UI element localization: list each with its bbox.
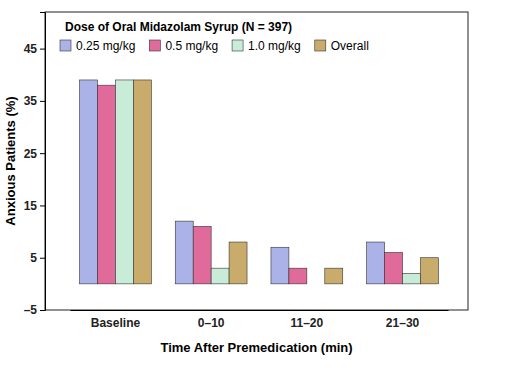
y-axis-title: Anxious Patients (%) [3, 96, 18, 225]
x-axis-title: Time After Premedication (min) [160, 340, 352, 355]
bar [289, 268, 307, 284]
x-tick-label: 11–20 [290, 316, 323, 330]
y-tick-mark [40, 101, 45, 102]
y-axis-line [40, 13, 46, 311]
bar [325, 268, 343, 284]
legend-title: Dose of Oral Midazolam Syrup (N = 397) [65, 20, 292, 34]
x-tick-label: 21–30 [386, 316, 420, 330]
bar [229, 242, 247, 284]
bar [80, 80, 98, 284]
bar [175, 221, 193, 284]
y-tick: 45 [24, 42, 45, 56]
y-tick: 5 [30, 251, 45, 265]
x-tick: 21–30 [386, 310, 420, 330]
y-axis: –5 5 15 25 35 45 [24, 13, 46, 318]
bar [211, 268, 229, 284]
legend-swatch [149, 40, 160, 51]
x-axis-line [71, 310, 449, 311]
y-tick-mark [40, 258, 45, 259]
legend-item: 0.5 mg/kg [149, 39, 218, 53]
legend-label: 1.0 mg/kg [248, 39, 301, 53]
legend-item: 0.25 mg/kg [60, 39, 135, 53]
x-axis: Baseline 0–10 11–20 21–30 [71, 310, 449, 330]
legend-label: 0.25 mg/kg [76, 39, 135, 53]
bar [271, 247, 289, 284]
y-tick-label: –5 [24, 303, 38, 317]
x-tick: 11–20 [290, 310, 323, 330]
x-tick: 0–10 [198, 310, 225, 330]
legend-swatch [315, 40, 326, 51]
bar [98, 85, 116, 284]
y-tick: –5 [24, 303, 45, 317]
y-tick-label: 45 [24, 42, 38, 56]
bars [80, 80, 439, 284]
bar [385, 252, 403, 283]
y-tick-label: 5 [30, 251, 37, 265]
y-tick-label: 35 [24, 94, 38, 108]
plot-frame [45, 12, 468, 310]
y-tick: 35 [24, 94, 45, 108]
legend: Dose of Oral Midazolam Syrup (N = 397) 0.… [60, 20, 369, 53]
y-tick-label: 25 [24, 146, 38, 160]
y-tick-mark [40, 205, 45, 206]
bar [115, 80, 133, 284]
legend-item: 1.0 mg/kg [232, 39, 301, 53]
chart: –5 5 15 25 35 45 Baseline 0–10 11–20 21–30 Time Af… [0, 0, 523, 382]
y-tick-mark [40, 153, 45, 154]
y-tick: 15 [24, 199, 45, 213]
bar [193, 226, 211, 284]
y-tick-mark [40, 49, 45, 50]
legend-swatch [60, 40, 71, 51]
y-tick: 25 [24, 146, 45, 160]
bar [133, 80, 151, 284]
legend-swatch [232, 40, 243, 51]
x-tick: Baseline [91, 310, 141, 330]
bar [420, 258, 438, 284]
x-tick-label: Baseline [91, 316, 141, 330]
legend-item: Overall [315, 39, 369, 53]
x-tick-label: 0–10 [198, 316, 225, 330]
legend-label: Overall [331, 39, 369, 53]
bar [403, 273, 421, 283]
y-tick-mark [40, 310, 45, 311]
bar [367, 242, 385, 284]
y-tick-label: 15 [24, 199, 38, 213]
legend-label: 0.5 mg/kg [165, 39, 218, 53]
bar [307, 283, 325, 284]
